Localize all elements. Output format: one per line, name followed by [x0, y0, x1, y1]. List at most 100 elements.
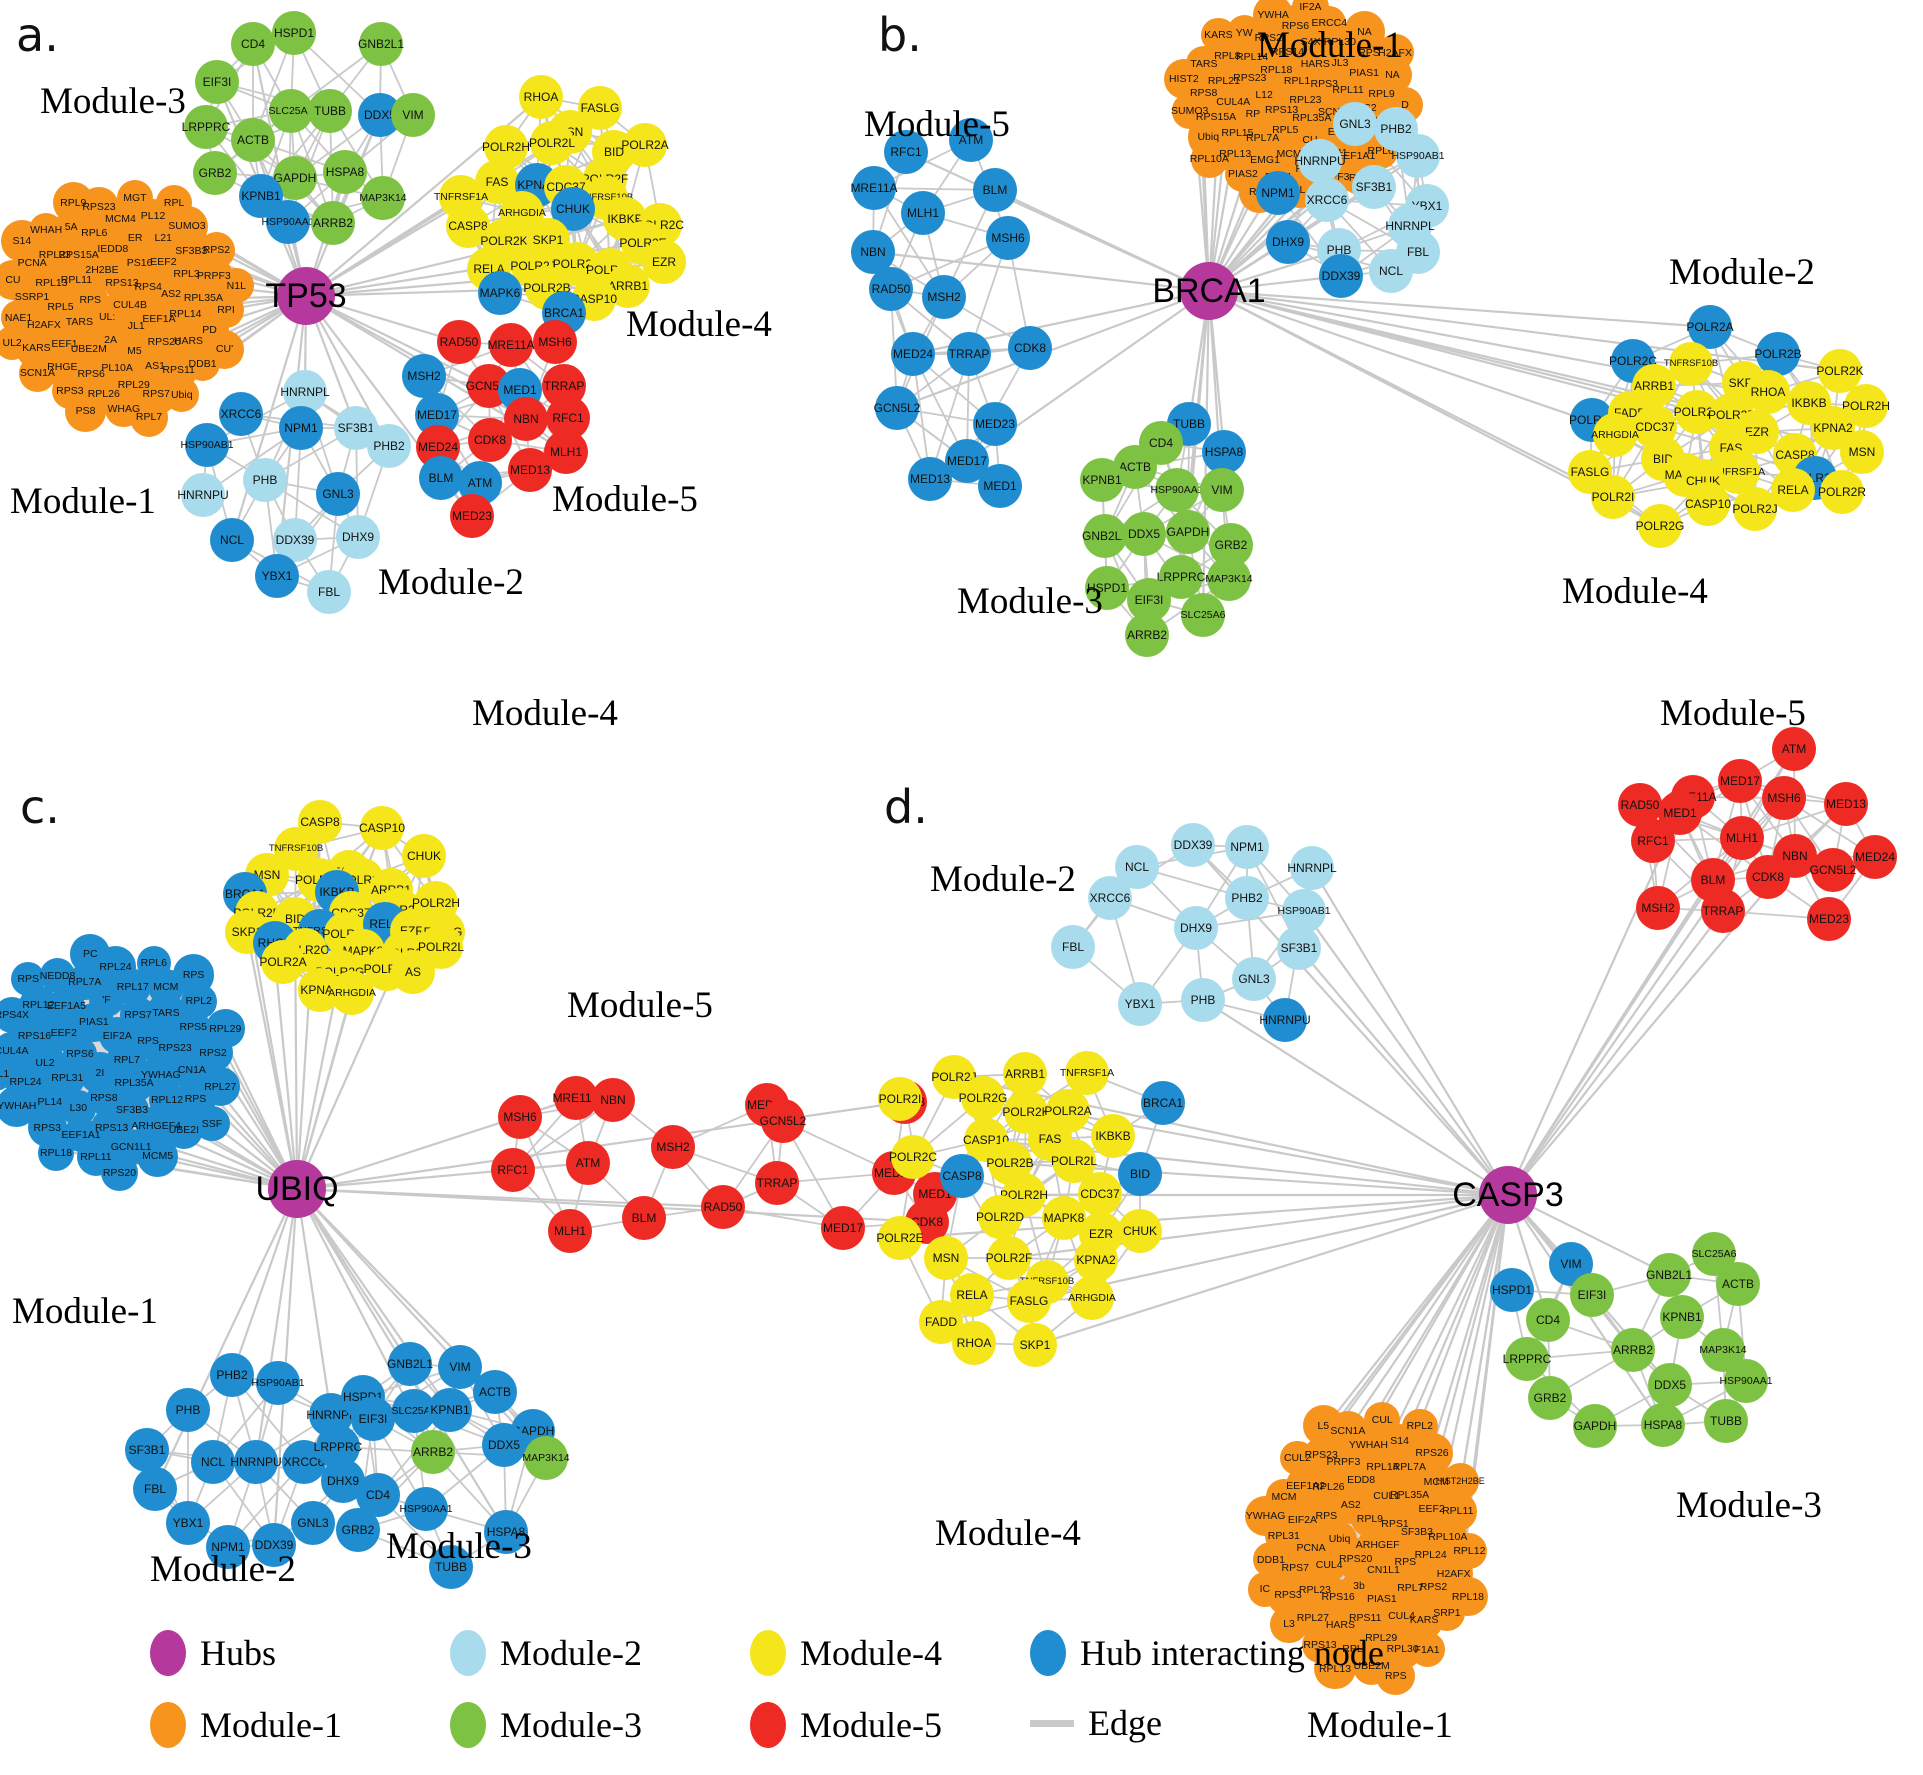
- network-node[interactable]: DDX5: [1122, 512, 1166, 556]
- network-node[interactable]: GNL3: [316, 472, 360, 516]
- network-node[interactable]: ACTB: [1716, 1262, 1760, 1306]
- network-node[interactable]: BLM: [622, 1196, 666, 1240]
- network-node[interactable]: SF3B1: [125, 1428, 169, 1472]
- network-node[interactable]: PHB2: [367, 424, 411, 468]
- network-node[interactable]: DDX5: [1648, 1363, 1692, 1407]
- network-node[interactable]: MLH1: [901, 191, 945, 235]
- network-node[interactable]: [136, 946, 171, 981]
- network-node[interactable]: [11, 961, 46, 996]
- network-node[interactable]: RFC1: [491, 1148, 535, 1192]
- network-node[interactable]: HSP90AB1: [1391, 134, 1445, 178]
- network-node[interactable]: GNB2L1: [1646, 1253, 1692, 1297]
- network-node[interactable]: GRB2: [1528, 1376, 1572, 1420]
- hub-node[interactable]: BRCA1: [1152, 262, 1266, 320]
- network-node[interactable]: [1441, 1462, 1479, 1500]
- network-node[interactable]: [52, 181, 94, 224]
- network-node[interactable]: POLR2C: [889, 1135, 937, 1179]
- network-node[interactable]: MED13: [1824, 782, 1868, 826]
- network-node[interactable]: ARHGDIA: [1591, 413, 1639, 457]
- network-node[interactable]: [1190, 140, 1228, 178]
- network-node[interactable]: BRCA1: [1141, 1081, 1185, 1125]
- network-node[interactable]: [164, 377, 200, 413]
- network-node[interactable]: PHB2: [1225, 876, 1269, 920]
- network-node[interactable]: [197, 231, 235, 269]
- network-node[interactable]: CD4: [1526, 1298, 1570, 1342]
- network-node[interactable]: [0, 997, 30, 1033]
- network-node[interactable]: MRE11A: [850, 166, 898, 210]
- network-node[interactable]: MED23: [973, 402, 1017, 446]
- network-node[interactable]: EIF3I: [195, 60, 239, 104]
- network-node[interactable]: ACTB: [231, 118, 275, 162]
- network-node[interactable]: MRE11A: [487, 323, 535, 367]
- network-node[interactable]: CHUK: [1118, 1209, 1162, 1253]
- network-node[interactable]: [1253, 1542, 1289, 1578]
- network-node[interactable]: AS: [391, 950, 435, 994]
- network-node[interactable]: MED23: [450, 494, 494, 538]
- network-node[interactable]: DHX9: [1174, 906, 1218, 950]
- network-node[interactable]: PHB: [1181, 978, 1225, 1022]
- network-node[interactable]: POLR2I: [878, 1077, 922, 1121]
- network-node[interactable]: HNRNPL: [1287, 846, 1337, 890]
- network-node[interactable]: FBL: [1051, 925, 1095, 969]
- network-node[interactable]: MSH6: [986, 216, 1030, 260]
- network-node[interactable]: POLR2E: [876, 1216, 924, 1260]
- network-node[interactable]: HSPD1: [272, 11, 316, 55]
- network-node[interactable]: CD4: [231, 22, 275, 66]
- network-node[interactable]: MED17: [1718, 759, 1762, 803]
- network-node[interactable]: MLH1: [548, 1209, 592, 1253]
- network-node[interactable]: [206, 1009, 245, 1048]
- network-node[interactable]: HSPA8: [323, 150, 367, 194]
- network-node[interactable]: GAPDH: [1573, 1404, 1617, 1448]
- network-node[interactable]: [1314, 1648, 1356, 1690]
- network-node[interactable]: [1364, 1402, 1401, 1439]
- network-node[interactable]: YBX1: [166, 1501, 210, 1545]
- network-node[interactable]: [136, 1135, 179, 1178]
- network-node[interactable]: DDX5: [482, 1423, 526, 1467]
- network-node[interactable]: [218, 268, 254, 303]
- network-node[interactable]: RAD50: [869, 267, 913, 311]
- network-node[interactable]: KPNB1: [1080, 458, 1124, 502]
- network-node[interactable]: [172, 954, 215, 996]
- network-node[interactable]: [1376, 1656, 1416, 1696]
- network-node[interactable]: [1292, 0, 1329, 26]
- network-node[interactable]: NCL: [1369, 249, 1413, 293]
- network-node[interactable]: SLC25A6: [1181, 593, 1225, 637]
- network-node[interactable]: MAP3K14: [522, 1436, 570, 1480]
- network-node[interactable]: POLR2J: [1732, 487, 1778, 531]
- network-node[interactable]: HNRNPU: [230, 1440, 282, 1484]
- network-node[interactable]: HSPD1: [1490, 1268, 1534, 1312]
- network-node[interactable]: DHX9: [1266, 220, 1310, 264]
- network-node[interactable]: BID: [1118, 1152, 1162, 1196]
- network-node[interactable]: MED24: [891, 332, 935, 376]
- network-node[interactable]: GCN5L2: [1810, 848, 1856, 892]
- network-node[interactable]: MLH1: [1720, 816, 1764, 860]
- network-node[interactable]: DHX9: [336, 515, 380, 559]
- network-node[interactable]: LRPPRC: [182, 105, 230, 149]
- network-node[interactable]: MSN: [924, 1236, 968, 1280]
- network-node[interactable]: SKP1: [1013, 1323, 1057, 1367]
- network-node[interactable]: GRB2: [336, 1508, 380, 1552]
- network-node[interactable]: HSP90AB1: [180, 423, 234, 467]
- network-node[interactable]: ARRB2: [1125, 613, 1169, 657]
- network-node[interactable]: POLR2G: [1636, 504, 1684, 548]
- network-node[interactable]: GCN5L2: [760, 1099, 806, 1143]
- network-node[interactable]: SF3B1: [1352, 165, 1396, 209]
- network-node[interactable]: FBL: [307, 570, 351, 614]
- network-node[interactable]: [0, 260, 34, 301]
- network-node[interactable]: HSP90AB1: [251, 1361, 305, 1405]
- network-node[interactable]: POLR2F: [986, 1236, 1032, 1280]
- network-node[interactable]: [1409, 1632, 1445, 1667]
- network-node[interactable]: [116, 179, 154, 217]
- network-node[interactable]: [1451, 1533, 1488, 1570]
- network-node[interactable]: ARHGDIA: [328, 971, 376, 1015]
- network-node[interactable]: MED24: [1853, 835, 1897, 879]
- network-node[interactable]: TRRAP: [947, 332, 991, 376]
- network-node[interactable]: [204, 329, 245, 369]
- network-node[interactable]: [101, 1154, 138, 1192]
- network-node[interactable]: TUBB: [308, 89, 352, 133]
- network-node[interactable]: FASLG: [1007, 1279, 1051, 1323]
- network-node[interactable]: YBX1: [1118, 982, 1162, 1026]
- network-node[interactable]: XRCC6: [1305, 178, 1349, 222]
- network-node[interactable]: POLR2G: [959, 1076, 1007, 1120]
- network-node[interactable]: MSH2: [1636, 886, 1680, 930]
